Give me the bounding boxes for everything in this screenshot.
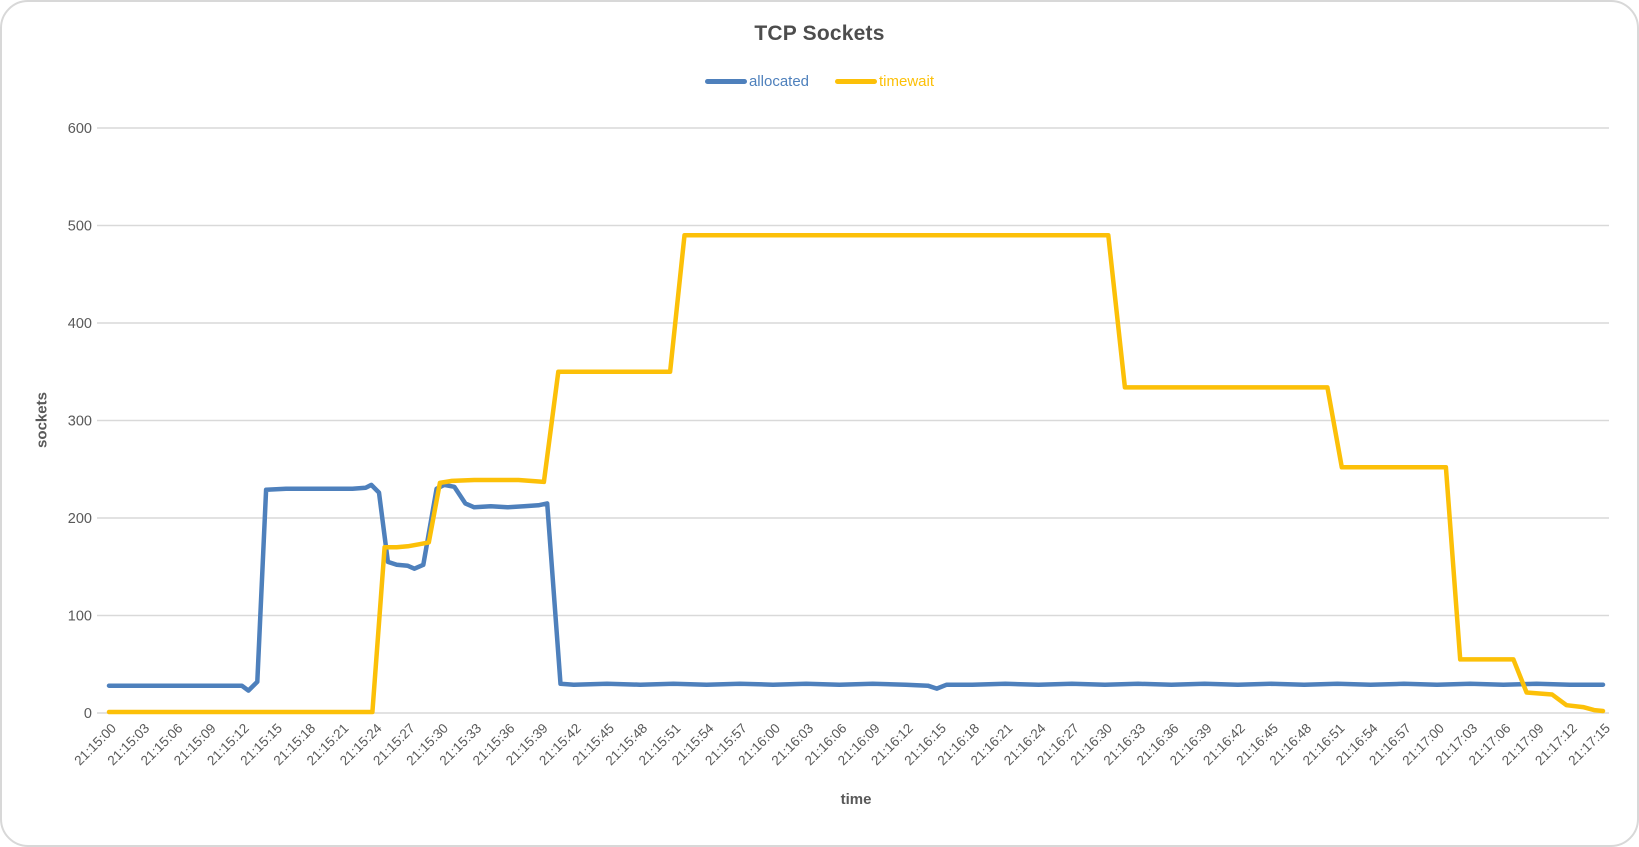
legend-label-timewait: timewait — [879, 73, 935, 90]
y-tick-label: 100 — [68, 609, 92, 625]
allocated-series-line — [106, 482, 1606, 693]
legend-label-allocated: allocated — [748, 73, 810, 90]
y-axis-title: sockets — [33, 392, 51, 448]
timewait-series-line — [106, 233, 1606, 715]
y-tick-label: 200 — [68, 511, 92, 527]
legend-item-timewait[interactable]: timewait — [835, 73, 934, 90]
y-tick-label: 400 — [68, 316, 92, 332]
y-tick-label: 0 — [84, 706, 92, 722]
chart-title: TCP Sockets — [754, 22, 885, 45]
allocated-line-swatch — [704, 79, 747, 84]
y-tick-label: 500 — [68, 219, 92, 235]
y-tick-label: 600 — [68, 121, 92, 137]
timewait-line-swatch — [835, 79, 878, 84]
legend-item-allocated[interactable]: allocated — [704, 73, 810, 90]
x-axis-title: time — [840, 791, 872, 808]
y-tick-label: 300 — [68, 414, 92, 430]
legend: allocated timewait — [2, 73, 1637, 90]
